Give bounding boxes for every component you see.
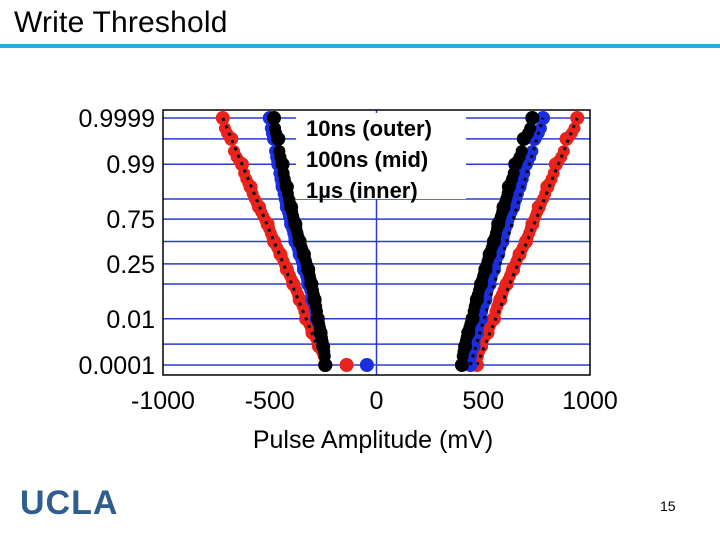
legend-entry: 1µs (inner) (306, 178, 418, 203)
y-tick-label: 0.9999 (79, 105, 155, 133)
data-point (339, 358, 354, 372)
tick-layer: 0.0001 0.01 0.25 0.75 0.99 0.9999 -1000 -500 0 50… (79, 105, 618, 415)
slide-title: Write Threshold (14, 6, 228, 39)
x-axis-label: Pulse Amplitude (mV) (253, 426, 493, 454)
y-tick-label: 0.0001 (79, 352, 155, 380)
plot-frame (162, 109, 591, 376)
fit-line (272, 117, 327, 366)
data-point (359, 358, 374, 372)
data-point (534, 122, 547, 135)
data-point (501, 187, 514, 200)
x-tick-label: -500 (245, 387, 295, 415)
y-tick-label: 0.25 (106, 251, 155, 279)
y-tick-label: 0.75 (106, 206, 155, 234)
x-tick-label: 0 (370, 387, 384, 415)
data-point (511, 187, 524, 200)
data-point (557, 145, 570, 158)
y-tick-label: 0.99 (106, 151, 155, 179)
page-number: 15 (660, 498, 676, 514)
fit-line (460, 117, 534, 366)
ucla-logo: UCLA (20, 484, 119, 522)
data-point (279, 177, 292, 190)
data-point (318, 350, 331, 363)
x-tick-label: -1000 (131, 387, 195, 415)
data-point (507, 167, 520, 180)
data-point (275, 155, 288, 168)
title-underline (0, 44, 720, 48)
y-tick-label: 0.01 (106, 306, 155, 334)
legend: 10ns (outer) 100ns (mid) 1µs (inner) (296, 113, 466, 203)
data-point (318, 358, 333, 372)
legend-entry: 100ns (mid) (306, 147, 428, 172)
fit-line (469, 117, 545, 366)
x-tick-label: 500 (462, 387, 504, 415)
legend-background (296, 113, 466, 199)
x-tick-label: 1000 (562, 387, 618, 415)
legend-entry: 10ns (outer) (306, 116, 432, 141)
data-layer (215, 111, 585, 372)
data-point (223, 130, 236, 143)
data-point (525, 111, 540, 125)
